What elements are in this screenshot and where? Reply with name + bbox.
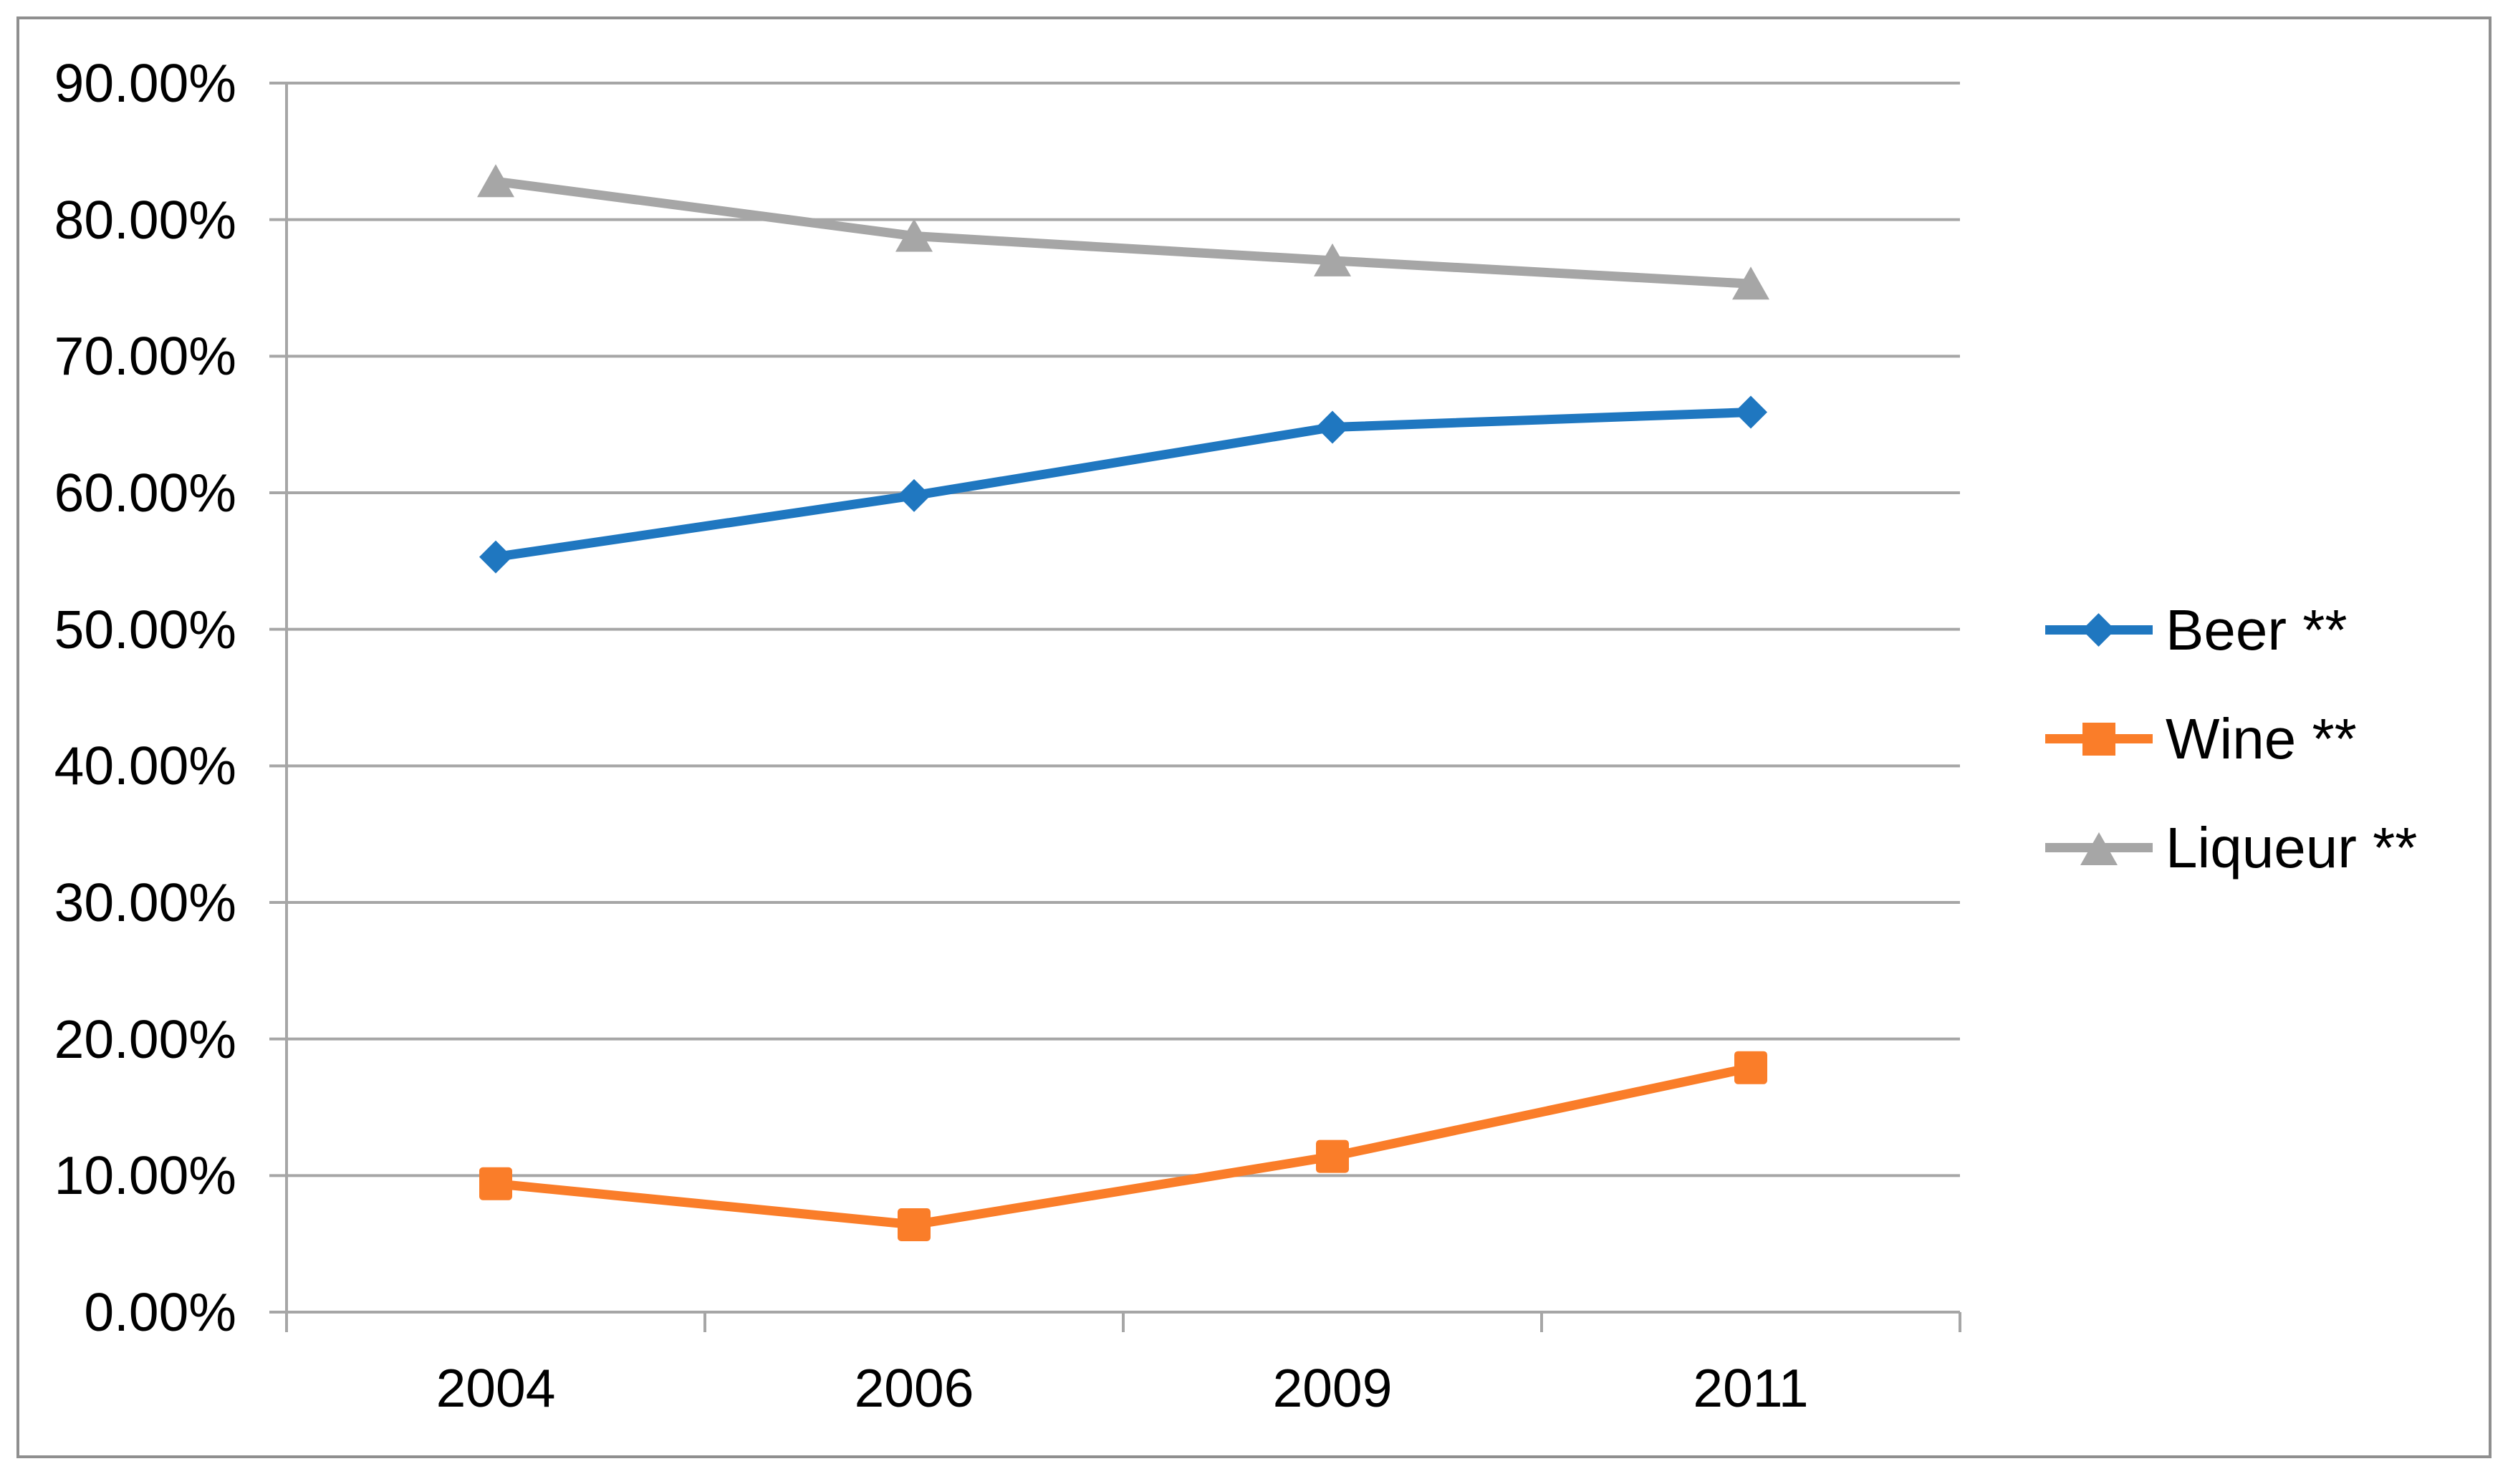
legend-label: Liqueur ** [2166, 816, 2418, 880]
x-category-label: 2011 [1693, 1358, 1809, 1418]
legend-label: Beer ** [2166, 598, 2348, 662]
square-marker-icon [2082, 723, 2115, 756]
x-category-label: 2004 [436, 1358, 556, 1418]
diamond-marker-icon [2082, 613, 2115, 647]
y-tick-label: 90.00% [54, 53, 236, 113]
y-tick-label: 0.00% [84, 1282, 236, 1342]
triangle-marker-icon [2080, 832, 2118, 865]
square-marker [479, 1167, 512, 1200]
triangle-marker [895, 218, 933, 252]
y-tick-label: 60.00% [54, 463, 236, 523]
square-marker [1316, 1140, 1349, 1173]
triangle-marker [1732, 266, 1769, 300]
y-tick-label: 30.00% [54, 872, 236, 933]
legend-item: Beer ** [2045, 597, 2347, 663]
chart-border [16, 16, 2492, 1458]
x-category-label: 2009 [1272, 1358, 1393, 1418]
diamond-marker [1316, 410, 1349, 444]
legend-item: Wine ** [2045, 706, 2357, 772]
y-tick-label: 40.00% [54, 736, 236, 796]
triangle-marker [477, 164, 514, 198]
legend-swatch [2045, 597, 2153, 663]
legend-swatch [2045, 815, 2153, 881]
series-line-0 [491, 408, 1756, 562]
y-tick-label: 70.00% [54, 326, 236, 387]
x-category-label: 2006 [854, 1358, 974, 1418]
legend-item: Liqueur ** [2045, 815, 2417, 881]
diamond-marker [898, 478, 931, 512]
legend-swatch [2045, 706, 2153, 772]
y-tick-label: 50.00% [54, 599, 236, 660]
series-line-1 [491, 1063, 1756, 1230]
y-tick-label: 80.00% [54, 189, 236, 250]
diamond-marker [479, 540, 512, 574]
y-tick-label: 20.00% [54, 1008, 236, 1069]
diamond-marker [1734, 395, 1767, 429]
square-marker [1734, 1051, 1767, 1084]
triangle-marker [1314, 243, 1351, 276]
square-marker [898, 1208, 931, 1241]
y-tick-label: 10.00% [54, 1145, 236, 1206]
legend-label: Wine ** [2166, 707, 2357, 771]
series-line-2 [491, 176, 1756, 289]
